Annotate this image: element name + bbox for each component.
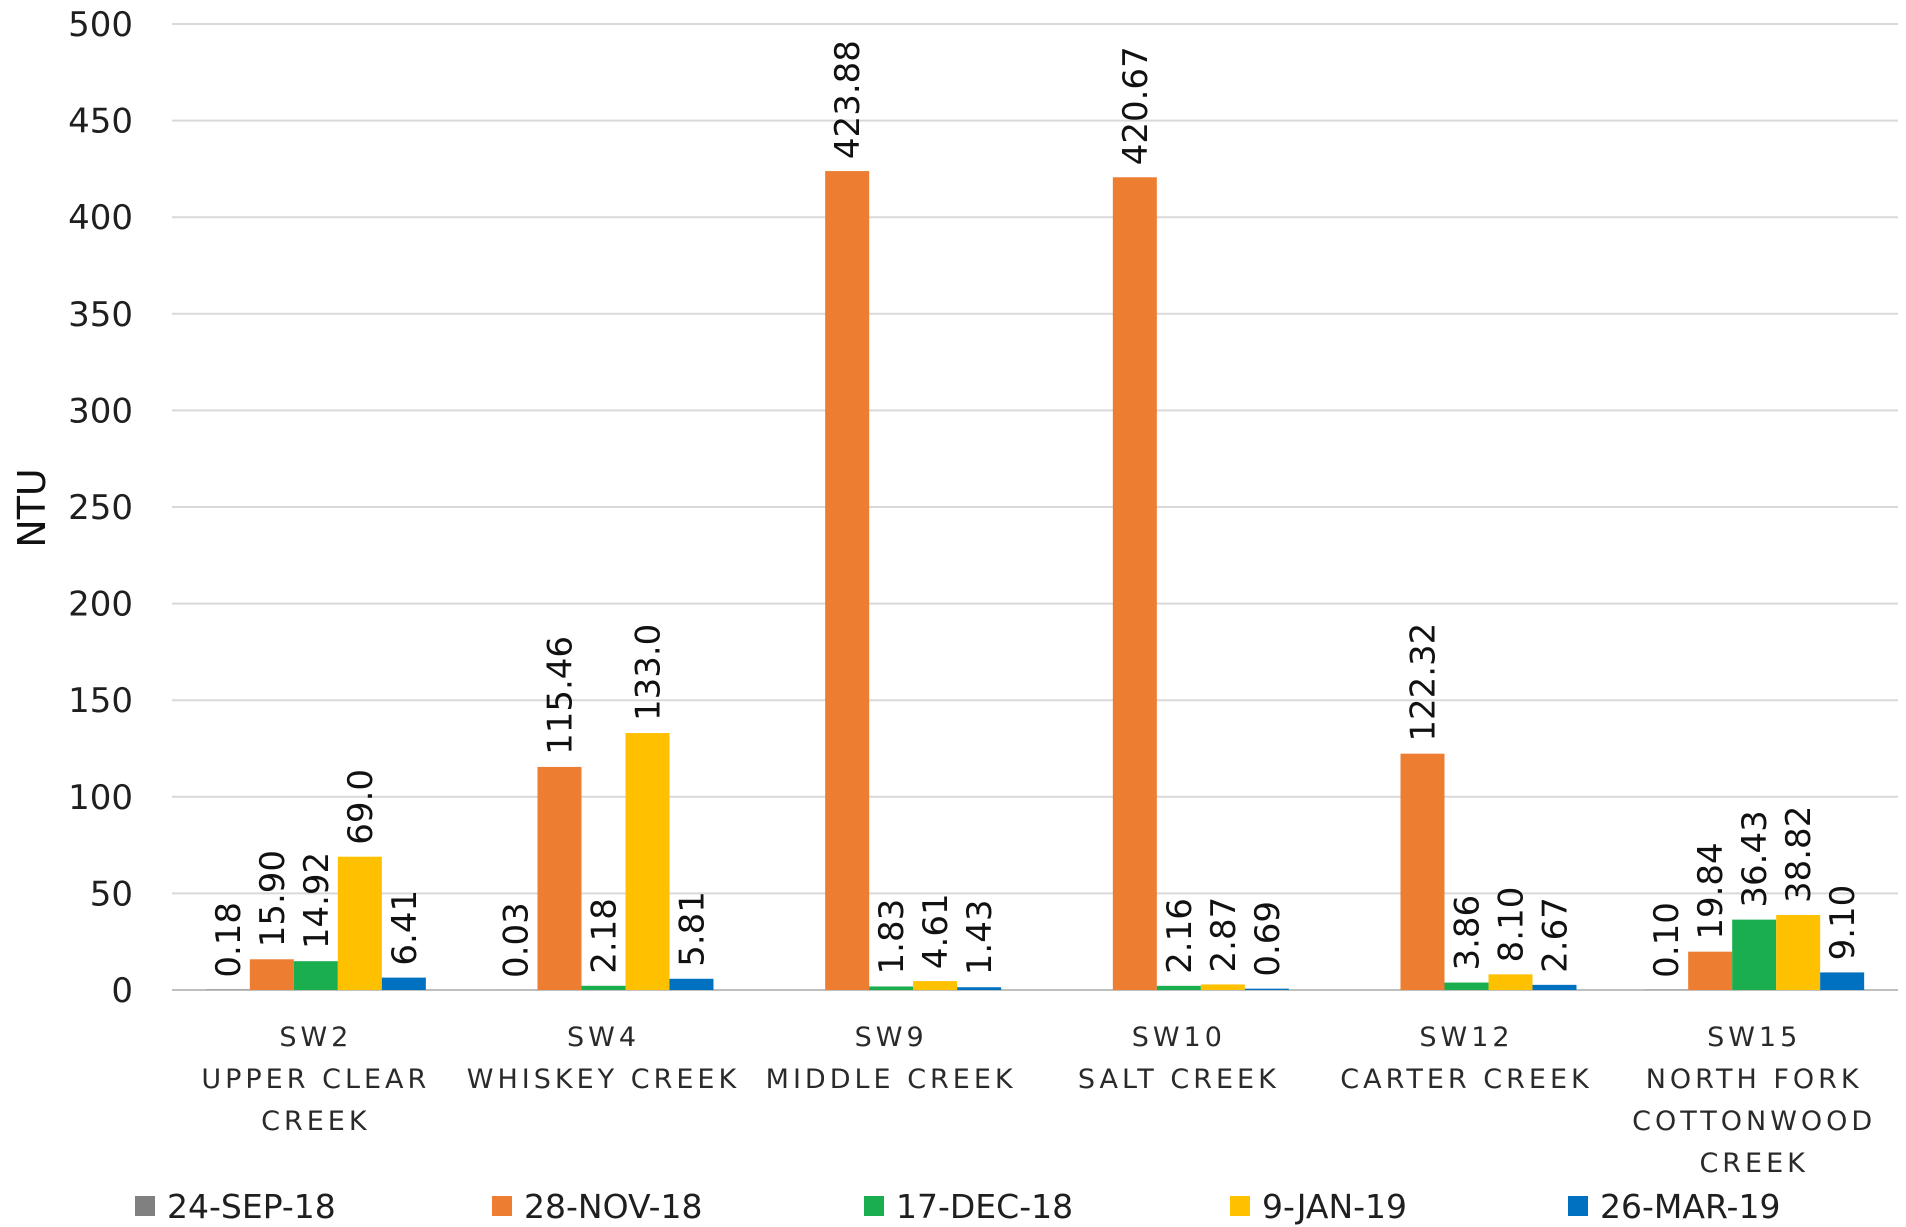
data-label: 19.84	[1691, 842, 1731, 939]
category-label: SW10	[1132, 1022, 1226, 1053]
category-label: COTTONWOOD	[1632, 1106, 1876, 1137]
data-label: 423.88	[828, 40, 868, 159]
data-label: 420.67	[1116, 46, 1156, 165]
y-axis-ticks: 0 50 100 150 200 250 300 350 400 450 500	[68, 5, 133, 1011]
category-label: SW2	[279, 1022, 352, 1053]
bar	[249, 959, 294, 990]
gridlines	[172, 23, 1898, 991]
data-label: 0.03	[497, 902, 537, 978]
data-label: 0.69	[1248, 901, 1288, 977]
data-label: 115.46	[541, 636, 581, 755]
bar	[1688, 951, 1733, 990]
bar	[869, 986, 914, 990]
data-label: 2.18	[585, 898, 625, 974]
category-label: SW4	[567, 1022, 640, 1053]
bar	[1532, 984, 1577, 990]
category-label: SW12	[1419, 1022, 1513, 1053]
legend-swatch	[1230, 1196, 1250, 1216]
category-label: CREEK	[1699, 1148, 1808, 1179]
category-label: CARTER CREEK	[1340, 1064, 1592, 1095]
bar	[1776, 914, 1821, 990]
bar	[1488, 974, 1533, 990]
data-label: 69.0	[341, 769, 381, 845]
bar	[1244, 988, 1289, 990]
category-label: NORTH FORK	[1646, 1064, 1863, 1095]
legend-label: 9-JAN-19	[1262, 1187, 1407, 1226]
data-label: 2.67	[1536, 897, 1576, 973]
data-label: 15.90	[253, 850, 293, 947]
y-tick-label: 450	[68, 102, 133, 142]
data-label: 9.10	[1823, 885, 1863, 961]
bar	[625, 733, 670, 990]
legend-label: 17-DEC-18	[896, 1187, 1073, 1226]
bar	[1156, 985, 1201, 990]
data-label: 2.16	[1160, 898, 1200, 974]
bars	[205, 171, 1865, 990]
y-tick-label: 300	[68, 391, 133, 431]
data-label: 38.82	[1779, 806, 1819, 903]
y-tick-label: 200	[68, 585, 133, 625]
y-tick-label: 50	[90, 874, 133, 914]
legend: 24-SEP-18 28-NOV-18 17-DEC-18 9-JAN-19 26-MA…	[135, 1187, 1780, 1226]
bar	[337, 856, 382, 990]
bar	[669, 978, 714, 990]
category-label: CREEK	[261, 1106, 370, 1137]
x-axis-categories: SW2 UPPER CLEAR CREEK SW4 WHISKEY CREEK SW9 MI…	[201, 1022, 1876, 1179]
data-label: 1.83	[872, 899, 912, 975]
data-label: 5.81	[673, 891, 713, 967]
data-label: 133.0	[629, 624, 669, 721]
data-label: 6.41	[385, 890, 425, 966]
bar	[537, 766, 582, 990]
data-label: 122.32	[1404, 623, 1444, 742]
y-tick-label: 0	[111, 971, 133, 1011]
bar	[825, 171, 870, 990]
bar	[957, 987, 1002, 990]
bar	[1200, 984, 1245, 990]
data-label: 8.10	[1492, 887, 1532, 963]
bar	[913, 981, 958, 990]
bar	[1444, 982, 1489, 990]
bar	[381, 977, 426, 990]
y-tick-label: 400	[68, 198, 133, 238]
bar	[293, 961, 338, 990]
category-label: MIDDLE CREEK	[766, 1064, 1017, 1095]
y-axis-title: NTU	[10, 468, 54, 547]
y-tick-label: 500	[68, 5, 133, 45]
category-label: SALT CREEK	[1078, 1064, 1280, 1095]
y-tick-label: 350	[68, 295, 133, 335]
data-label: 4.61	[916, 893, 956, 969]
y-tick-label: 150	[68, 681, 133, 721]
bar	[1732, 919, 1777, 990]
category-label: WHISKEY CREEK	[467, 1064, 740, 1095]
bar	[1820, 972, 1865, 990]
data-label: 3.86	[1448, 895, 1488, 971]
category-label: SW15	[1707, 1022, 1801, 1053]
legend-swatch	[1568, 1196, 1588, 1216]
bar	[581, 985, 626, 990]
y-tick-label: 250	[68, 488, 133, 528]
data-label: 0.10	[1647, 902, 1687, 978]
category-label: SW9	[855, 1022, 928, 1053]
data-label: 14.92	[297, 852, 337, 949]
legend-swatch	[135, 1196, 155, 1216]
data-label: 36.43	[1735, 810, 1775, 907]
legend-swatch	[492, 1196, 512, 1216]
legend-label: 26-MAR-19	[1600, 1187, 1780, 1226]
data-label: 2.87	[1204, 897, 1244, 973]
legend-swatch	[864, 1196, 884, 1216]
category-label: UPPER CLEAR	[201, 1064, 430, 1095]
bar	[1400, 753, 1445, 990]
bar	[1112, 177, 1157, 990]
data-label: 1.43	[960, 900, 1000, 976]
legend-label: 24-SEP-18	[167, 1187, 336, 1226]
legend-label: 28-NOV-18	[524, 1187, 703, 1226]
data-label: 0.18	[209, 902, 249, 978]
y-tick-label: 100	[68, 778, 133, 818]
